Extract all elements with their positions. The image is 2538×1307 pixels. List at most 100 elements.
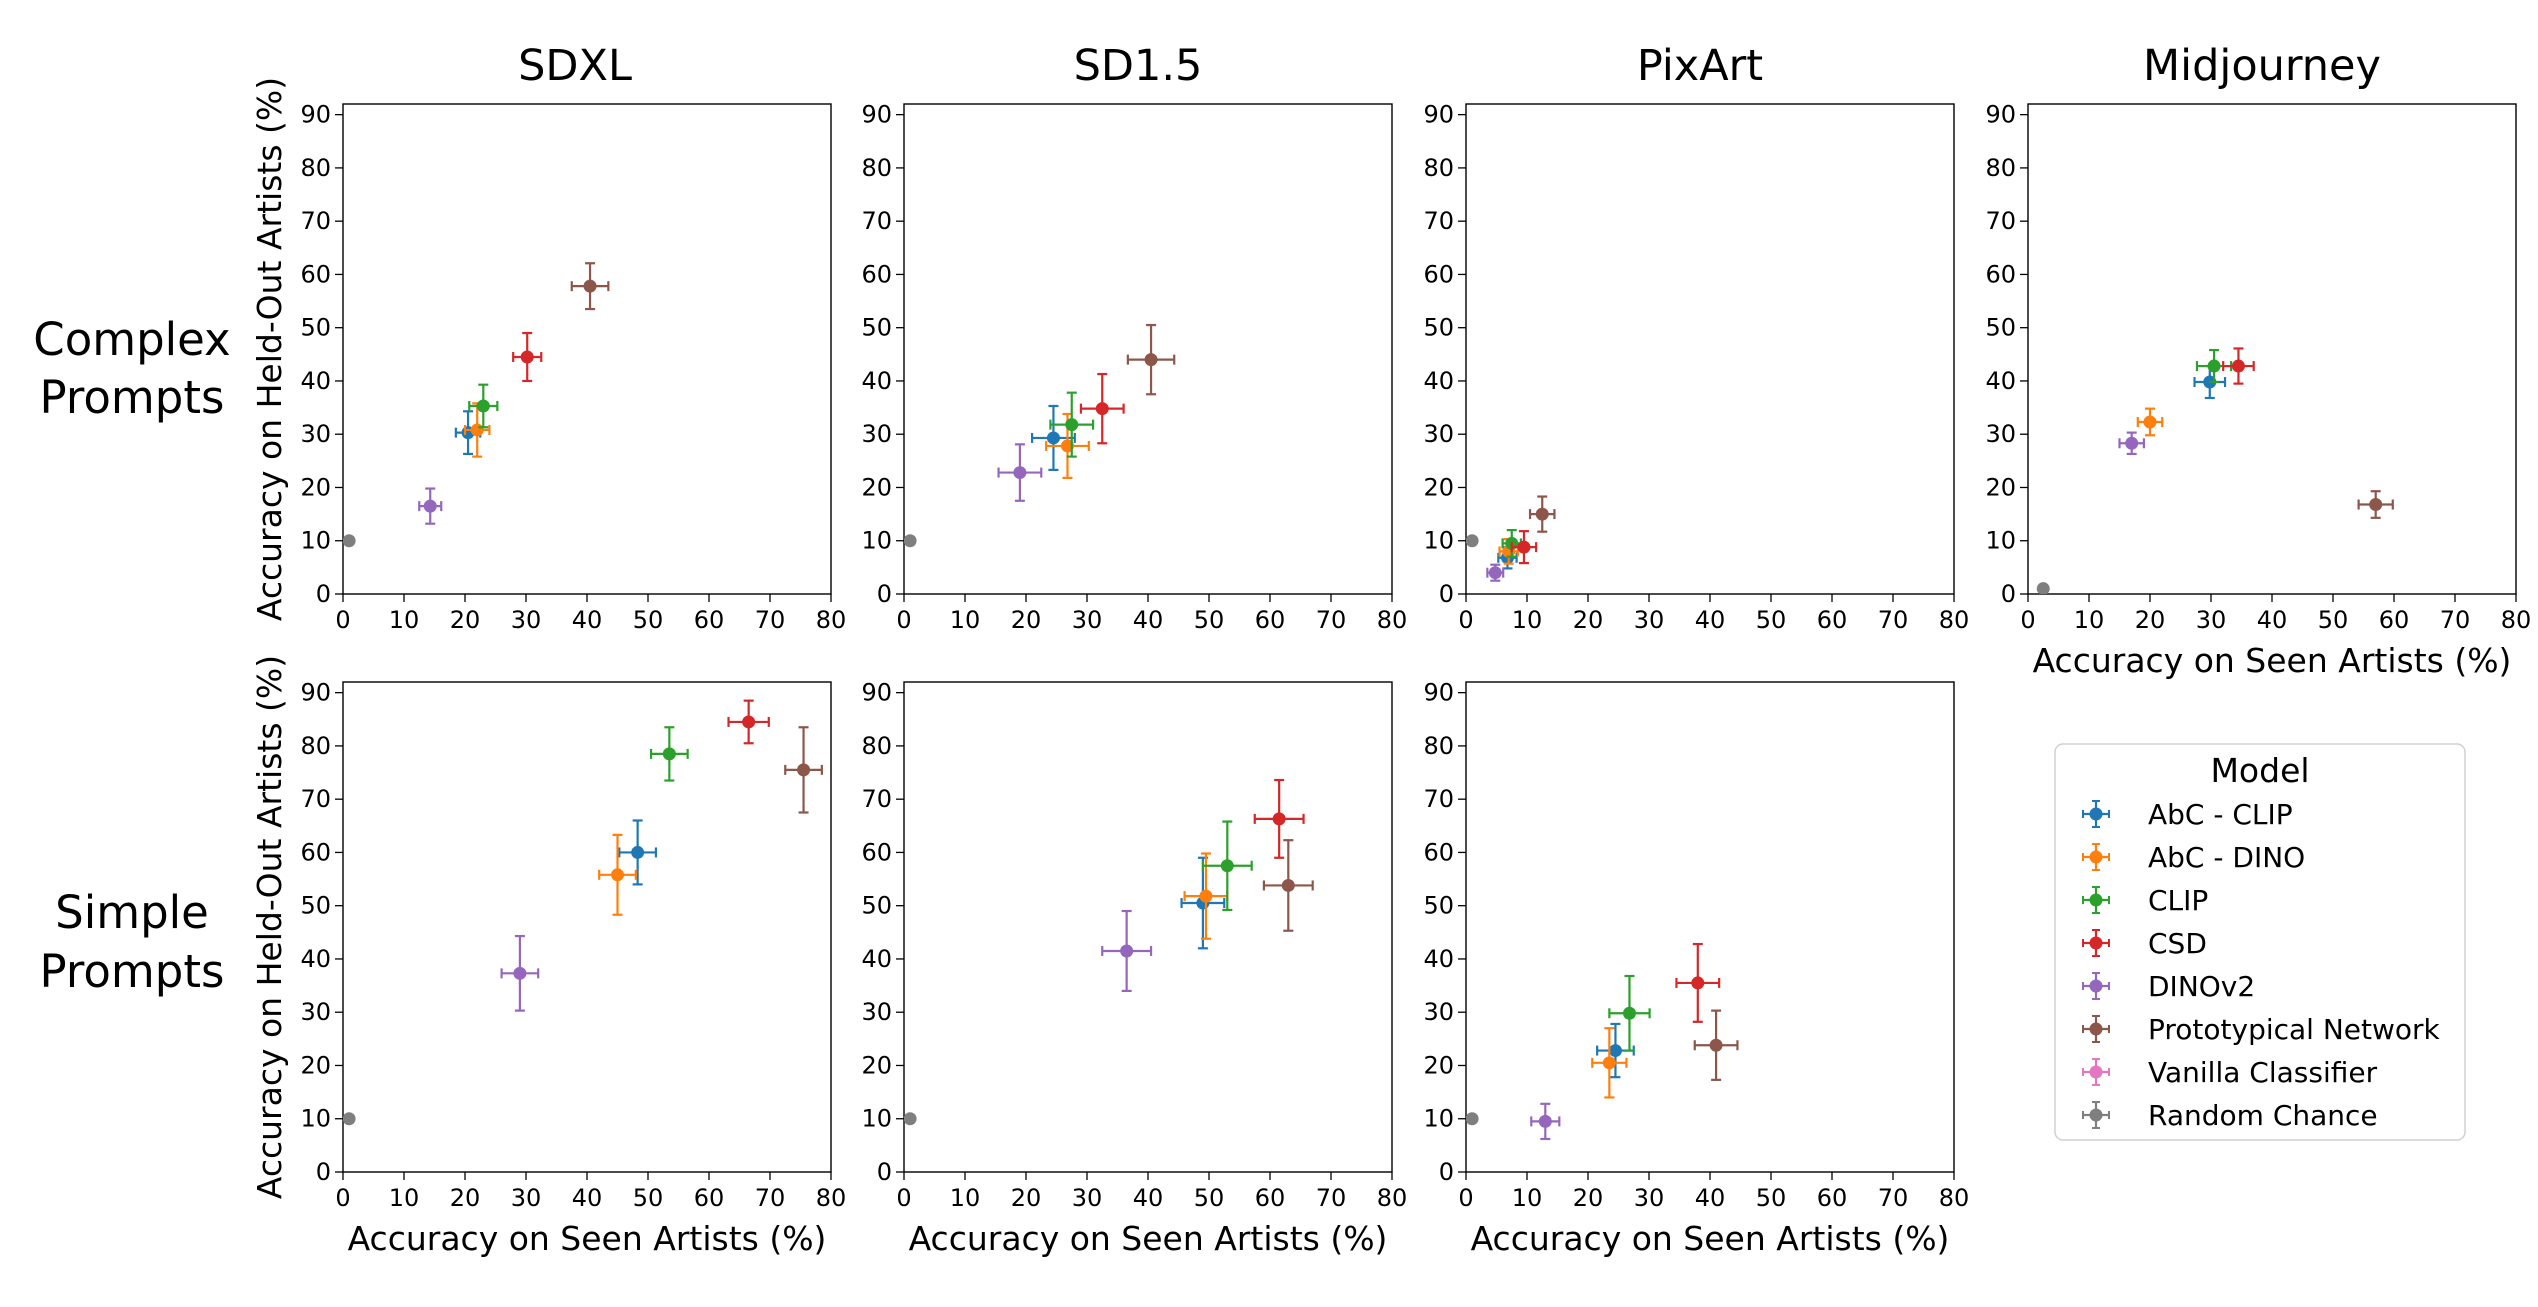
data-points [2036,347,2394,594]
y-tick-label: 70 [861,207,892,235]
x-axis-label: Accuracy on Seen Artists (%) [2033,641,2512,680]
point-abc-dino [2136,407,2164,437]
y-tick-label: 40 [300,367,331,395]
x-tick-label: 40 [2257,606,2288,634]
x-tick-label: 0 [335,1184,350,1212]
x-tick-label: 40 [1695,606,1726,634]
point-prototypical-network [1262,839,1314,932]
point-dinov2 [1486,563,1505,582]
x-tick-label: 50 [2318,606,2349,634]
column-title-midjourney: Midjourney [2143,41,2381,91]
x-tick-label: 20 [2135,606,2166,634]
point-marker [1488,566,1502,580]
x-tick-label: 80 [2501,606,2532,634]
point-marker [1535,507,1549,521]
point-csd [1253,778,1305,859]
point-marker [1095,402,1109,416]
x-tick-label: 80 [816,606,847,634]
y-tick-label: 10 [861,527,892,555]
point-clip [1201,820,1253,912]
y-tick-label: 60 [861,838,892,866]
x-tick-label: 40 [1695,1184,1726,1212]
legend-label: DINOv2 [2148,970,2255,1003]
y-tick-label: 90 [1423,101,1454,129]
y-tick-label: 90 [861,679,892,707]
point-marker [423,499,437,513]
x-tick-label: 60 [1255,1184,1286,1212]
x-tick-label: 20 [1011,1184,1042,1212]
y-tick-label: 10 [300,1105,331,1133]
x-tick-label: 40 [1133,1184,1164,1212]
point-marker [1220,859,1234,873]
y-tick-label: 10 [861,1105,892,1133]
legend-entry-random-chance: Random Chance [2082,1099,2378,1132]
x-tick-label: 20 [1011,606,1042,634]
point-abc-dino [1183,852,1229,940]
row-labels: Complex Prompts Simple Prompts [33,313,230,998]
y-tick-label: 60 [300,260,331,288]
point-marker [2036,582,2050,594]
y-tick-label: 60 [1423,260,1454,288]
x-tick-label: 20 [450,1184,481,1212]
plot-frame [1465,681,1955,1173]
point-abc-clip [618,819,658,886]
x-tick-label: 30 [511,1184,542,1212]
plot-frame [903,103,1393,595]
x-tick-label: 70 [2440,606,2471,634]
point-marker [2207,359,2221,373]
legend-entry-clip: CLIP [2082,884,2208,917]
y-tick-label: 0 [2001,580,2016,608]
point-random-chance [1466,1112,1479,1126]
point-csd [1510,530,1538,565]
legend-label: Vanilla Classifier [2148,1056,2378,1089]
x-tick-label: 50 [1756,1184,1787,1212]
legend: Model AbC - CLIP AbC - DINO CLIP CSD DINOv2 Pr… [2054,743,2466,1141]
x-tick-label: 0 [335,606,350,634]
y-tick-label: 40 [300,945,331,973]
y-tick-label: 20 [1985,473,2016,501]
point-marker [904,534,917,548]
x-tick-label: 70 [1316,1184,1347,1212]
legend-label: CLIP [2148,884,2208,917]
plot-frame [2027,103,2517,595]
column-titles: SDXL SD1.5 PixArt Midjourney [518,41,2381,91]
point-marker [1013,466,1027,480]
data-points [1466,495,1556,582]
point-clip [1608,974,1651,1052]
point-csd [1079,372,1125,445]
legend-entry-abc-clip: AbC - CLIP [2082,798,2293,831]
point-dinov2 [500,934,540,1012]
x-tick-label: 40 [1133,606,1164,634]
point-marker [1281,878,1295,892]
point-clip [1049,391,1095,458]
y-tick-label: 50 [861,892,892,920]
legend-entry-dinov2: DINOv2 [2082,970,2255,1003]
point-marker [1466,534,1479,548]
point-marker [343,534,356,548]
x-tick-label: 80 [1939,606,1970,634]
x-tick-label: 70 [755,606,786,634]
x-tick-label: 50 [1194,1184,1225,1212]
x-tick-label: 80 [1377,1184,1408,1212]
y-tick-label: 40 [1423,367,1454,395]
column-title-pixart: PixArt [1637,41,1763,91]
legend-marker [2089,850,2103,864]
y-tick-label: 30 [300,420,331,448]
point-marker [1120,944,1134,958]
point-prototypical-network [570,262,610,311]
point-marker [1199,889,1213,903]
point-marker [1622,1006,1636,1020]
x-tick-label: 40 [572,1184,603,1212]
point-random-chance [904,1112,917,1126]
point-prototypical-network [1126,323,1176,396]
x-tick-label: 60 [694,606,725,634]
point-marker [1144,353,1158,367]
legend-label: Random Chance [2148,1099,2378,1132]
x-tick-label: 40 [572,606,603,634]
x-tick-label: 60 [2379,606,2410,634]
point-dinov2 [1530,1102,1561,1141]
y-tick-label: 70 [1985,207,2016,235]
point-marker [2369,498,2383,512]
point-marker [520,350,534,364]
y-tick-label: 80 [861,732,892,760]
